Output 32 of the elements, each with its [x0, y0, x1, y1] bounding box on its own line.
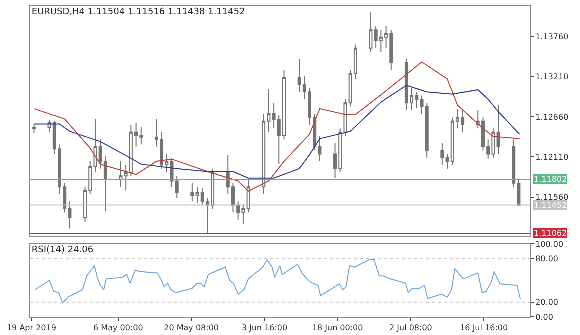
candlestick [246, 179, 250, 214]
x-tick-label: 18 Jun 00:00 [312, 324, 364, 333]
candlestick [496, 104, 500, 155]
chart-title: RSI(14) 24.06 [32, 245, 94, 256]
x-tick-label: 19 Apr 2019 [6, 324, 56, 333]
ref-line-label: 1.11452 [534, 201, 568, 210]
y-tick-label: 80.00 [536, 254, 559, 264]
x-tick-label: 3 Jun 16:00 [242, 324, 288, 333]
x-tick-label: 16 Jul 16:00 [460, 324, 508, 333]
y-tick-label: 1.13210 [536, 72, 569, 82]
y-tick-label: 1.11560 [536, 193, 569, 202]
candlestick [119, 161, 123, 188]
y-tick-label: 1.13760 [536, 32, 569, 42]
x-tick-label: 20 May 08:00 [164, 324, 219, 333]
candlestick [190, 182, 194, 202]
y-tick-label: 1.12110 [536, 152, 569, 162]
ref-line-label: 1.11062 [534, 229, 568, 238]
y-tick-label: 20.00 [536, 298, 559, 308]
line-series [34, 260, 522, 304]
x-tick-label: 2 Jul 08:00 [390, 324, 432, 333]
candlestick [124, 164, 128, 192]
y-tick-label: 0.00 [536, 312, 554, 322]
candlestick [440, 142, 444, 166]
y-tick-label: 1.12660 [536, 112, 569, 122]
chart-title: EURUSD,H4 1.11504 1.11516 1.11438 1.11452 [32, 7, 246, 18]
candlestick [369, 12, 373, 52]
candlestick [32, 124, 36, 134]
line-series [34, 62, 520, 192]
line-series [34, 85, 520, 179]
x-tick-label: 6 May 00:00 [94, 324, 144, 333]
y-tick-label: 100.00 [536, 240, 564, 249]
ref-line-label: 1.11802 [534, 175, 568, 184]
